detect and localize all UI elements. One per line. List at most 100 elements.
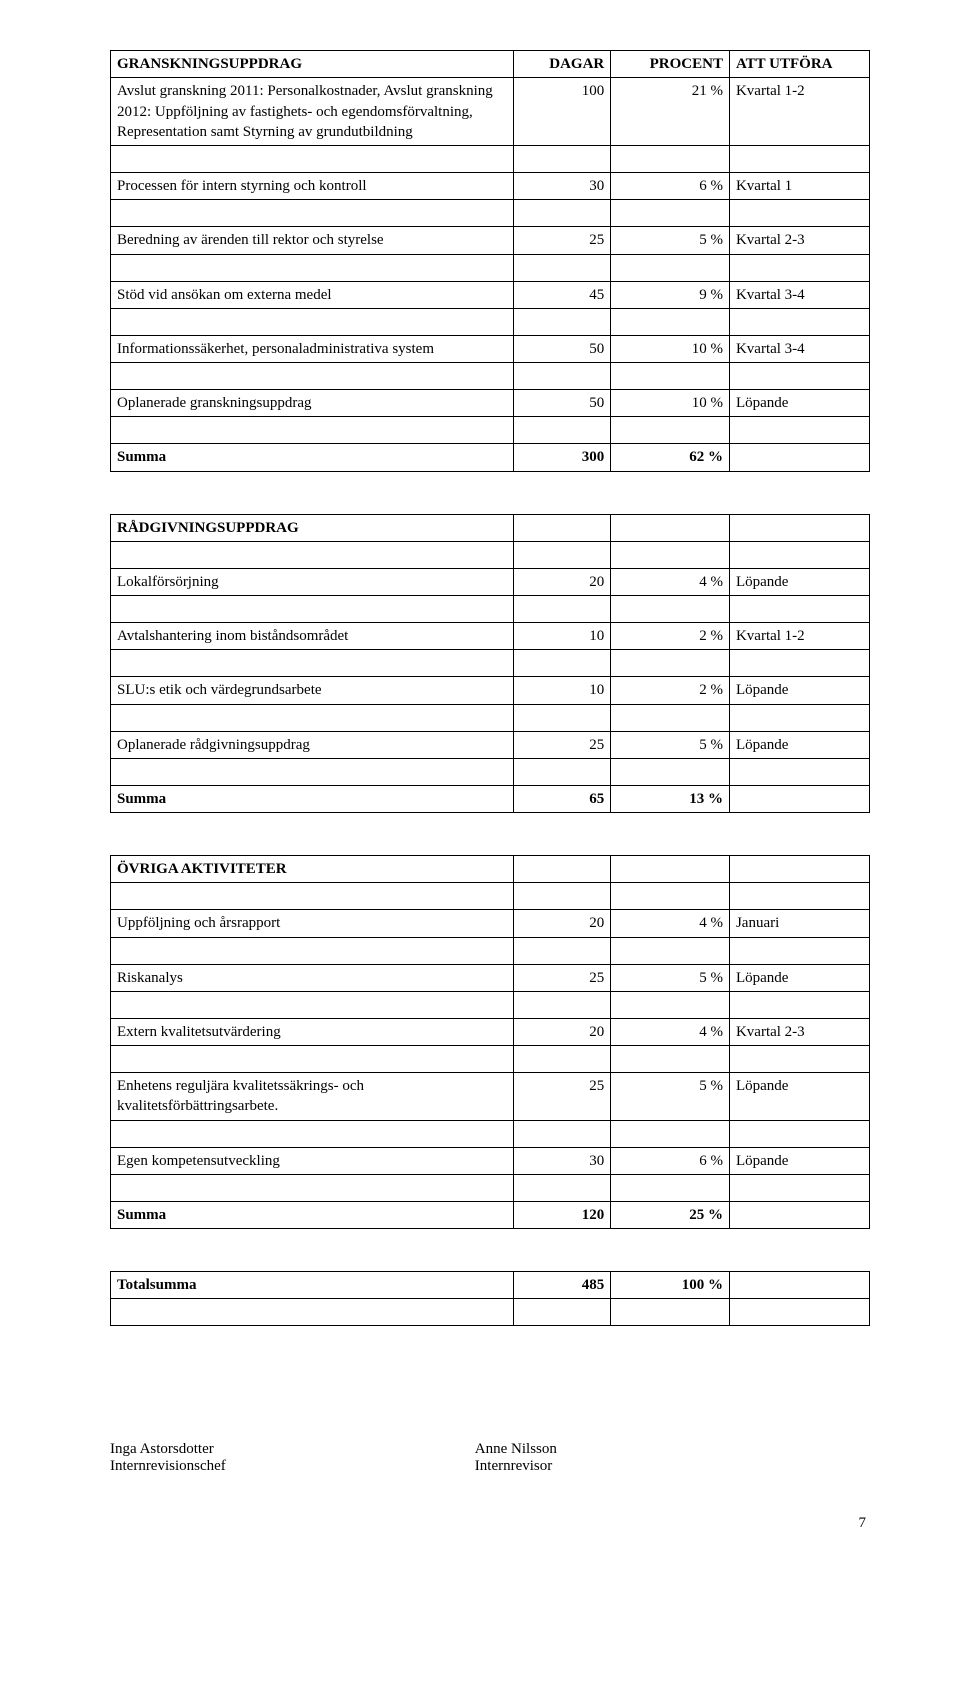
table-cell: 4 % bbox=[611, 910, 730, 937]
table-cell: 45 bbox=[513, 281, 610, 308]
data-table-2: ÖVRIGA AKTIVITETER Uppföljning och årsrap… bbox=[110, 855, 870, 1229]
table-row bbox=[111, 758, 870, 785]
spacer-cell bbox=[729, 1120, 869, 1147]
table-cell: 6 % bbox=[611, 173, 730, 200]
spacer-cell bbox=[611, 146, 730, 173]
table-row bbox=[111, 1046, 870, 1073]
table-cell: 30 bbox=[513, 1147, 610, 1174]
table-row: Uppföljning och årsrapport204 %Januari bbox=[111, 910, 870, 937]
table-row bbox=[111, 254, 870, 281]
table-cell: 10 % bbox=[611, 335, 730, 362]
table-cell: 120 bbox=[513, 1201, 610, 1228]
spacer-cell bbox=[729, 596, 869, 623]
tables-container: GRANSKNINGSUPPDRAGDAGARPROCENTATT UTFÖRA… bbox=[110, 50, 870, 1326]
spacer-cell bbox=[111, 704, 514, 731]
table-cell: Januari bbox=[729, 910, 869, 937]
table-cell: Löpande bbox=[729, 731, 869, 758]
table-cell: Kvartal 2-3 bbox=[729, 227, 869, 254]
spacer-cell bbox=[729, 541, 869, 568]
table-cell: Egen kompetensutveckling bbox=[111, 1147, 514, 1174]
table-cell: Löpande bbox=[729, 1073, 869, 1121]
spacer-cell bbox=[611, 991, 730, 1018]
table-row: Oplanerade rådgivningsuppdrag255 %Löpand… bbox=[111, 731, 870, 758]
table-cell: Uppföljning och årsrapport bbox=[111, 910, 514, 937]
spacer-cell bbox=[729, 200, 869, 227]
table-row: Beredning av ärenden till rektor och sty… bbox=[111, 227, 870, 254]
table-row bbox=[111, 541, 870, 568]
spacer-cell bbox=[513, 650, 610, 677]
table-cell: 25 bbox=[513, 1073, 610, 1121]
spacer-cell bbox=[513, 937, 610, 964]
table-row: Summa12025 % bbox=[111, 1201, 870, 1228]
table-cell: Kvartal 1-2 bbox=[729, 78, 869, 146]
table-cell: 62 % bbox=[611, 444, 730, 471]
spacer-cell bbox=[111, 650, 514, 677]
table-cell: 485 bbox=[513, 1272, 610, 1299]
data-table-1: RÅDGIVNINGSUPPDRAGLokalförsörjning204 %L… bbox=[110, 514, 870, 814]
table-row bbox=[111, 937, 870, 964]
spacer-cell bbox=[729, 1046, 869, 1073]
table-cell bbox=[729, 1272, 869, 1299]
table-row: Summa30062 % bbox=[111, 444, 870, 471]
spacer-cell bbox=[611, 883, 730, 910]
spacer-cell bbox=[111, 883, 514, 910]
spacer-cell bbox=[611, 1174, 730, 1201]
table-cell: 65 bbox=[513, 785, 610, 812]
table-row bbox=[111, 308, 870, 335]
table-row: Totalsumma485100 % bbox=[111, 1272, 870, 1299]
spacer-cell bbox=[111, 363, 514, 390]
signature-right: Anne Nilsson Internrevisor bbox=[475, 1441, 840, 1475]
table-row: SLU:s etik och värdegrundsarbete102 %Löp… bbox=[111, 677, 870, 704]
spacer-cell bbox=[513, 883, 610, 910]
table-cell: Processen för intern styrning och kontro… bbox=[111, 173, 514, 200]
table-cell: Kvartal 1 bbox=[729, 173, 869, 200]
spacer-cell bbox=[729, 650, 869, 677]
table-row: RÅDGIVNINGSUPPDRAG bbox=[111, 514, 870, 541]
table-row: Riskanalys255 %Löpande bbox=[111, 964, 870, 991]
spacer-cell bbox=[111, 308, 514, 335]
spacer-cell bbox=[611, 758, 730, 785]
spacer-cell bbox=[513, 1174, 610, 1201]
table-cell: GRANSKNINGSUPPDRAG bbox=[111, 51, 514, 78]
table-row bbox=[111, 1299, 870, 1326]
spacer-cell bbox=[513, 991, 610, 1018]
table-cell: 50 bbox=[513, 335, 610, 362]
table-cell: ÖVRIGA AKTIVITETER bbox=[111, 856, 514, 883]
table-row bbox=[111, 650, 870, 677]
table-cell: 20 bbox=[513, 568, 610, 595]
table-row: Stöd vid ansökan om externa medel459 %Kv… bbox=[111, 281, 870, 308]
spacer-cell bbox=[111, 417, 514, 444]
spacer-cell bbox=[611, 596, 730, 623]
table-cell: 25 bbox=[513, 731, 610, 758]
table-row bbox=[111, 200, 870, 227]
spacer-cell bbox=[513, 596, 610, 623]
table-cell: Beredning av ärenden till rektor och sty… bbox=[111, 227, 514, 254]
table-cell: 21 % bbox=[611, 78, 730, 146]
spacer-cell bbox=[513, 758, 610, 785]
table-cell bbox=[729, 444, 869, 471]
spacer-cell bbox=[111, 1046, 514, 1073]
table-cell: 25 bbox=[513, 227, 610, 254]
table-cell: 25 bbox=[513, 964, 610, 991]
spacer-cell bbox=[513, 1299, 610, 1326]
table-cell: 100 % bbox=[611, 1272, 730, 1299]
spacer-cell bbox=[611, 1120, 730, 1147]
table-cell: Summa bbox=[111, 444, 514, 471]
spacer-cell bbox=[513, 254, 610, 281]
table-cell: 30 bbox=[513, 173, 610, 200]
table-cell: 9 % bbox=[611, 281, 730, 308]
spacer-cell bbox=[111, 1120, 514, 1147]
table-cell: 2 % bbox=[611, 623, 730, 650]
table-cell: Enhetens reguljära kvalitetssäkrings- oc… bbox=[111, 1073, 514, 1121]
table-row bbox=[111, 417, 870, 444]
table-cell: PROCENT bbox=[611, 51, 730, 78]
spacer-cell bbox=[111, 200, 514, 227]
table-cell: Kvartal 3-4 bbox=[729, 335, 869, 362]
page: GRANSKNINGSUPPDRAGDAGARPROCENTATT UTFÖRA… bbox=[0, 0, 960, 1572]
table-cell: Oplanerade rådgivningsuppdrag bbox=[111, 731, 514, 758]
table-cell: 300 bbox=[513, 444, 610, 471]
table-cell: Löpande bbox=[729, 677, 869, 704]
table-row bbox=[111, 1174, 870, 1201]
table-cell: Löpande bbox=[729, 1147, 869, 1174]
table-row bbox=[111, 883, 870, 910]
